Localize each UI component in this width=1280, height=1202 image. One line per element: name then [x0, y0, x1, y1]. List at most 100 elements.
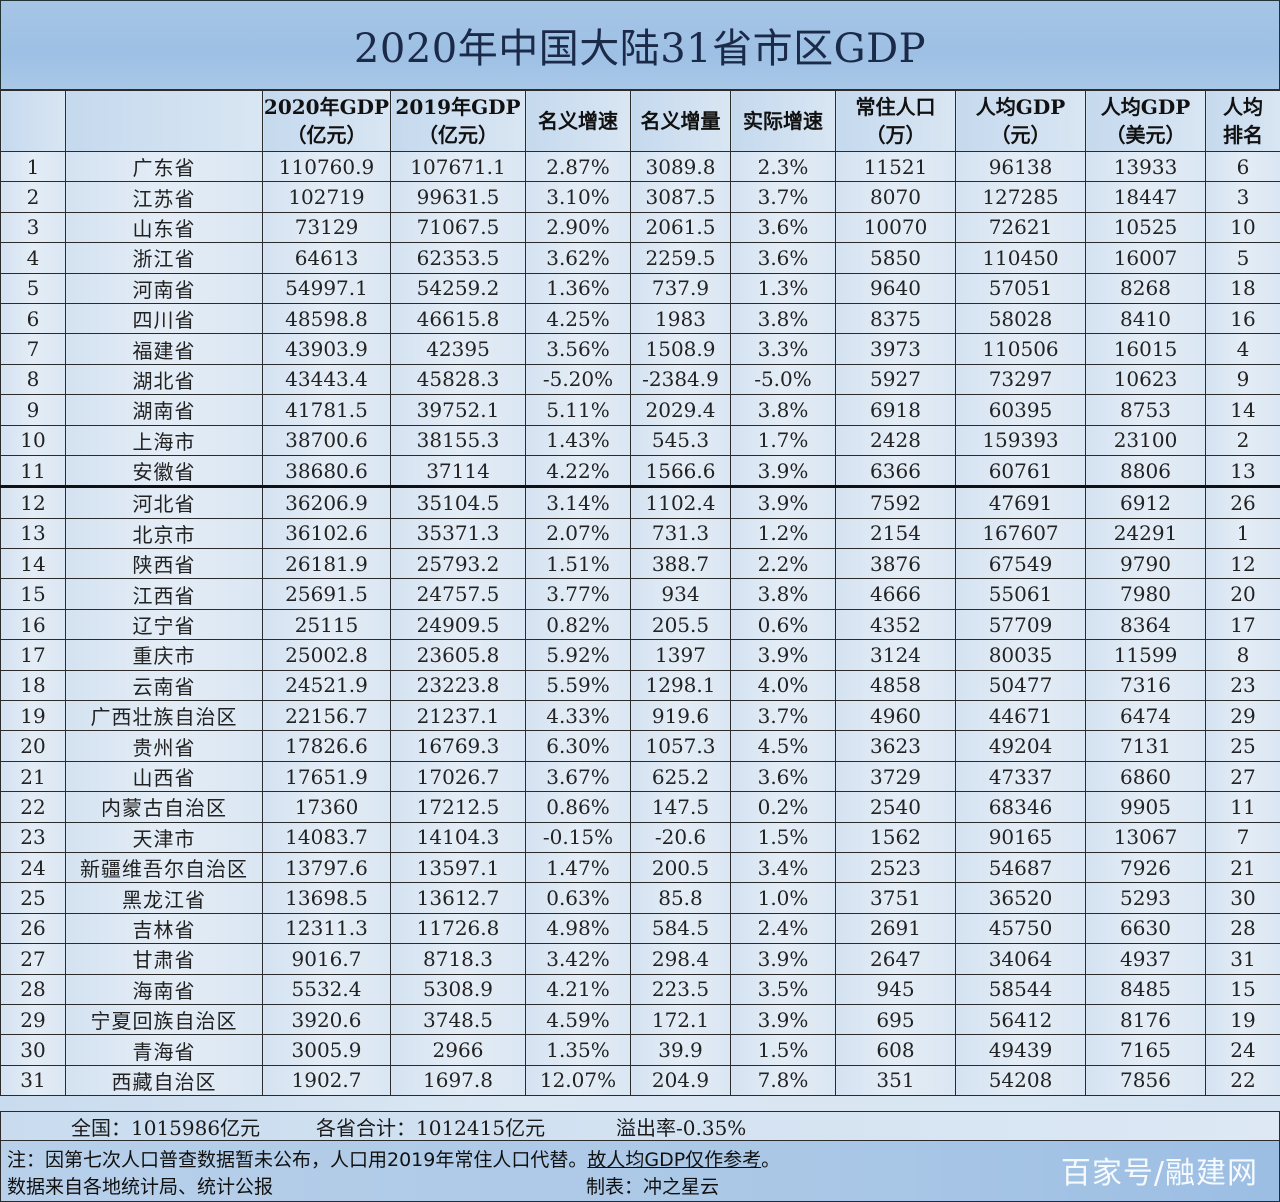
cell-nominal-increase: 298.4 — [630, 943, 731, 975]
cell-rank: 12 — [0, 485, 66, 519]
cell-per-capita-cny: 96138 — [955, 150, 1086, 183]
cell-real-growth: 3.6% — [730, 760, 836, 793]
cell-real-growth: 1.0% — [730, 882, 836, 914]
cell-gdp-2020: 3005.9 — [262, 1034, 391, 1066]
table-row: 14 陕西省 26181.9 25793.2 1.51% 388.7 2.2% 3876 675… — [0, 548, 1280, 580]
cell-nominal-increase: 2259.5 — [630, 242, 731, 274]
cell-rank: 26 — [0, 912, 66, 945]
cell-nominal-increase: 39.9 — [630, 1034, 731, 1066]
column-header: 人均 排名 — [1205, 90, 1280, 152]
cell-per-capita-rank: 18 — [1205, 272, 1280, 304]
cell-nominal-growth: 1.47% — [525, 851, 631, 884]
cell-nominal-increase: 388.7 — [630, 548, 731, 580]
cell-rank: 9 — [0, 394, 66, 426]
cell-per-capita-usd: 6912 — [1085, 485, 1206, 519]
cell-per-capita-usd: 8753 — [1085, 394, 1206, 426]
cell-real-growth: 3.8% — [730, 302, 836, 335]
cell-per-capita-usd: 4937 — [1085, 943, 1206, 975]
cell-province: 广西壮族自治区 — [65, 700, 263, 732]
cell-gdp-2019: 35104.5 — [390, 485, 526, 519]
overflow-rate: 溢出率-0.35% — [616, 1115, 747, 1140]
note-text: 注：因第七次人口普查数据暂未公布，人口用2019年常住人口代替。 — [7, 1149, 588, 1171]
cell-gdp-2019: 24757.5 — [390, 578, 526, 610]
column-header — [0, 90, 66, 152]
cell-per-capita-cny: 60395 — [955, 394, 1086, 426]
table-row: 28 海南省 5532.4 5308.9 4.21% 223.5 3.5% 945 58544 8… — [0, 973, 1280, 1005]
table-row: 17 重庆市 25002.8 23605.8 5.92% 1397 3.9% 3124 8003… — [0, 639, 1280, 671]
table-row: 18 云南省 24521.9 23223.8 5.59% 1298.1 4.0% 4858 50… — [0, 669, 1280, 702]
cell-gdp-2019: 38155.3 — [390, 424, 526, 456]
cell-nominal-increase: 3089.8 — [630, 150, 731, 183]
table-header-row: 2020年GDP （亿元） 2019年GDP （亿元） 名义增速 名义增量 实际增速 常住人口… — [0, 90, 1280, 152]
cell-rank: 13 — [0, 517, 66, 550]
cell-population: 945 — [835, 973, 956, 1005]
cell-per-capita-usd: 13933 — [1085, 150, 1206, 183]
cell-rank: 25 — [0, 882, 66, 914]
table-row: 24 新疆维吾尔自治区 13797.6 13597.1 1.47% 200.5 3.4% 25… — [0, 851, 1280, 884]
table-row: 16 辽宁省 25115 24909.5 0.82% 205.5 0.6% 4352 57709… — [0, 608, 1280, 641]
cell-nominal-increase: 584.5 — [630, 912, 731, 945]
cell-real-growth: 3.8% — [730, 578, 836, 610]
cell-nominal-increase: 1566.6 — [630, 454, 731, 488]
cell-gdp-2020: 43903.9 — [262, 333, 391, 365]
cell-per-capita-rank: 15 — [1205, 973, 1280, 1005]
cell-per-capita-rank: 17 — [1205, 608, 1280, 641]
cell-province: 新疆维吾尔自治区 — [65, 851, 263, 884]
cell-gdp-2020: 24521.9 — [262, 669, 391, 702]
cell-population: 695 — [835, 1003, 956, 1036]
cell-rank: 29 — [0, 1003, 66, 1036]
cell-gdp-2019: 5308.9 — [390, 973, 526, 1005]
cell-per-capita-rank: 19 — [1205, 1003, 1280, 1036]
cell-gdp-2020: 64613 — [262, 242, 391, 274]
cell-nominal-growth: 3.62% — [525, 242, 631, 274]
cell-per-capita-usd: 6630 — [1085, 912, 1206, 945]
column-header: 2019年GDP （亿元） — [390, 90, 526, 152]
table-row: 31 西藏自治区 1902.7 1697.8 12.07% 204.9 7.8% 351 542… — [0, 1064, 1280, 1097]
notes-block: 注：因第七次人口普查数据暂未公布，人口用2019年常住人口代替。故人均GDP仅作… — [0, 1140, 1280, 1202]
column-header-line2: （亿元） — [286, 123, 367, 147]
cell-per-capita-rank: 5 — [1205, 242, 1280, 274]
cell-nominal-growth: 2.87% — [525, 150, 631, 183]
cell-rank: 5 — [0, 272, 66, 304]
cell-province: 重庆市 — [65, 639, 263, 671]
cell-nominal-growth: 1.36% — [525, 272, 631, 304]
table-row: 5 河南省 54997.1 54259.2 1.36% 737.9 1.3% 9640 5705… — [0, 272, 1280, 304]
cell-per-capita-usd: 7131 — [1085, 730, 1206, 762]
table-row: 8 湖北省 43443.4 45828.3 -5.20% -2384.9 -5.0% 5927… — [0, 363, 1280, 396]
cell-gdp-2020: 17360 — [262, 791, 391, 823]
cell-per-capita-usd: 6474 — [1085, 700, 1206, 732]
cell-population: 2428 — [835, 424, 956, 456]
cell-per-capita-cny: 56412 — [955, 1003, 1086, 1036]
cell-province: 吉林省 — [65, 912, 263, 945]
column-header: 人均GDP （美元） — [1085, 90, 1206, 152]
cell-rank: 16 — [0, 608, 66, 641]
cell-real-growth: 3.3% — [730, 333, 836, 365]
cell-rank: 21 — [0, 760, 66, 793]
table-row: 7 福建省 43903.9 42395 3.56% 1508.9 3.3% 3973 11050… — [0, 333, 1280, 365]
page-title: 2020年中国大陆31省市区GDP — [0, 0, 1280, 90]
cell-province: 青海省 — [65, 1034, 263, 1066]
cell-rank: 30 — [0, 1034, 66, 1066]
cell-gdp-2020: 17651.9 — [262, 760, 391, 793]
cell-population: 2647 — [835, 943, 956, 975]
cell-gdp-2019: 62353.5 — [390, 242, 526, 274]
cell-per-capita-usd: 16015 — [1085, 333, 1206, 365]
cell-per-capita-rank: 4 — [1205, 333, 1280, 365]
cell-rank: 27 — [0, 943, 66, 975]
cell-per-capita-cny: 44671 — [955, 700, 1086, 732]
cell-rank: 1 — [0, 150, 66, 183]
cell-gdp-2020: 13698.5 — [262, 882, 391, 914]
cell-province: 黑龙江省 — [65, 882, 263, 914]
cell-per-capita-usd: 8410 — [1085, 302, 1206, 335]
cell-rank: 10 — [0, 424, 66, 456]
table-row: 13 北京市 36102.6 35371.3 2.07% 731.3 1.2% 2154 167… — [0, 517, 1280, 550]
cell-per-capita-usd: 8485 — [1085, 973, 1206, 1005]
note-suffix: 。 — [761, 1149, 781, 1171]
cell-gdp-2019: 25793.2 — [390, 548, 526, 580]
cell-gdp-2019: 13612.7 — [390, 882, 526, 914]
cell-gdp-2020: 17826.6 — [262, 730, 391, 762]
cell-province: 云南省 — [65, 669, 263, 702]
cell-gdp-2020: 22156.7 — [262, 700, 391, 732]
cell-nominal-growth: -5.20% — [525, 363, 631, 396]
cell-province: 上海市 — [65, 424, 263, 456]
